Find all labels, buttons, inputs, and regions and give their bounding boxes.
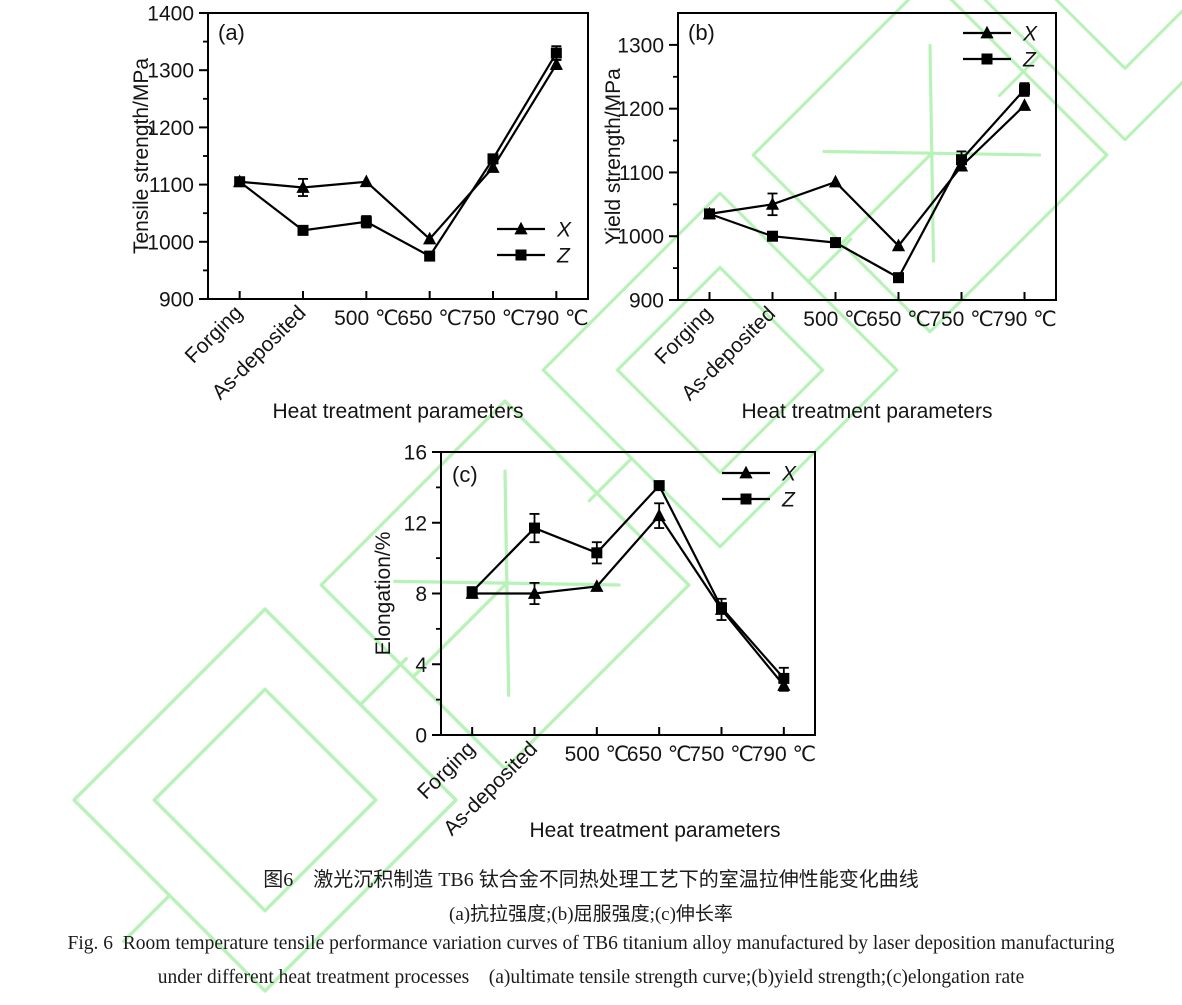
y-tick-label: 900: [159, 289, 194, 312]
x-tick-label: 790 ℃: [524, 307, 588, 330]
y-tick-label: 1100: [149, 174, 194, 197]
square-marker-Z: [360, 216, 372, 228]
plot-frame: [677, 12, 1057, 301]
square-marker-Z: [1019, 84, 1030, 96]
square-marker-Z: [529, 522, 540, 534]
x-tick-label: 750 ℃: [929, 308, 993, 331]
triangle-marker-X: [359, 174, 373, 188]
caption-english-subtitle: under different heat treatment processes…: [157, 967, 1025, 988]
square-marker-Z: [550, 47, 562, 59]
square-marker-Z: [778, 672, 790, 684]
legend-label-X: X: [781, 463, 797, 486]
y-tick-label: 1400: [147, 3, 194, 26]
triangle-marker-legend-X: [514, 221, 528, 235]
square-marker-Z: [234, 176, 246, 188]
y-tick-label: 1100: [619, 162, 664, 185]
caption-chinese-title: 图6 激光沉积制造 TB6 钛合金不同热处理工艺下的室温拉伸性能变化曲线: [263, 869, 919, 891]
square-marker-Z: [830, 237, 841, 249]
square-marker-Z: [653, 480, 665, 492]
square-marker-Z: [487, 153, 499, 165]
y-tick-label: 1000: [617, 226, 664, 249]
square-marker-Z: [716, 602, 727, 614]
square-marker-Z: [466, 586, 478, 598]
y-axis-title: Tensile strength/MPa: [130, 58, 153, 254]
panel-label: (b): [688, 20, 715, 45]
square-marker-Z: [767, 230, 778, 242]
series-line-X: [239, 63, 558, 241]
x-tick-label: 650 ℃: [866, 308, 930, 331]
square-marker-Z: [704, 208, 715, 220]
y-tick-label: 1000: [147, 231, 194, 254]
x-tick-label: 500 ℃: [565, 743, 629, 766]
y-tick-label: 1200: [147, 117, 194, 140]
y-tick-label: 12: [404, 512, 427, 535]
panel-label: (a): [218, 20, 245, 45]
y-tick-label: 8: [415, 583, 427, 606]
y-tick-label: 4: [415, 654, 427, 677]
x-tick-label: 750 ℃: [689, 743, 753, 766]
y-tick-label: 16: [404, 442, 427, 465]
x-tick-label: 500 ℃: [334, 307, 398, 330]
series-line-Z: [238, 52, 558, 258]
x-axis-title: Heat treatment parameters: [273, 400, 524, 423]
square-marker-legend-Z: [515, 249, 527, 261]
triangle-marker-X: [765, 197, 780, 210]
triangle-marker-X: [652, 508, 666, 522]
y-tick-label: 0: [415, 725, 427, 748]
legend-label-Z: Z: [556, 245, 571, 268]
y-tick-label: 1300: [147, 60, 194, 83]
triangle-marker-X: [486, 160, 500, 173]
panel-label: (c): [452, 462, 478, 487]
series-line-X: [709, 104, 1026, 248]
square-marker-Z: [893, 272, 904, 284]
y-tick-label: 1300: [617, 34, 664, 57]
x-axis-title: Heat treatment parameters: [530, 819, 781, 842]
triangle-marker-legend-X: [980, 25, 994, 39]
x-tick-label: 750 ℃: [461, 307, 525, 330]
series-line-Z: [709, 88, 1026, 280]
y-tick-label: 1200: [617, 98, 664, 121]
triangle-marker-X: [549, 57, 563, 70]
y-tick-label: 900: [629, 290, 664, 313]
square-marker-Z: [591, 547, 603, 559]
chart-a-tensile-strength: 90010001100120013001400ForgingAs-deposit…: [130, 3, 589, 423]
legend-label-X: X: [556, 219, 572, 242]
x-tick-label: 650 ℃: [627, 743, 691, 766]
legend-label-Z: Z: [1022, 49, 1037, 72]
x-tick-label: 500 ℃: [803, 308, 867, 331]
triangle-marker-X: [527, 586, 542, 599]
y-axis-title: Yield strength/MPa: [602, 68, 625, 245]
triangle-marker-X: [891, 238, 906, 252]
square-marker-legend-Z: [740, 493, 752, 505]
series-line-Z: [471, 483, 785, 680]
square-marker-Z: [297, 224, 309, 236]
x-tick-label: 790 ℃: [752, 743, 816, 766]
x-tick-label: 650 ℃: [397, 307, 461, 330]
y-axis-title: Elongation/%: [372, 532, 395, 656]
triangle-marker-legend-X: [739, 465, 753, 479]
caption-chinese-subtitle: (a)抗拉强度;(b)屈服强度;(c)伸长率: [449, 904, 733, 925]
triangle-marker-X: [1017, 98, 1032, 111]
x-tick-label: 790 ℃: [992, 308, 1056, 331]
triangle-marker-X: [423, 231, 437, 245]
legend-label-X: X: [1022, 23, 1038, 46]
series-line-X: [472, 513, 785, 687]
square-marker-legend-Z: [981, 53, 993, 65]
triangle-marker-X: [828, 174, 843, 188]
square-marker-Z: [424, 250, 436, 262]
x-axis-title: Heat treatment parameters: [742, 400, 993, 423]
square-marker-Z: [956, 154, 967, 166]
legend-label-Z: Z: [781, 489, 796, 512]
triangle-marker-X: [296, 180, 310, 193]
caption-english-title: Fig. 6 Room temperature tensile performa…: [67, 933, 1115, 954]
triangle-marker-X: [590, 579, 604, 592]
